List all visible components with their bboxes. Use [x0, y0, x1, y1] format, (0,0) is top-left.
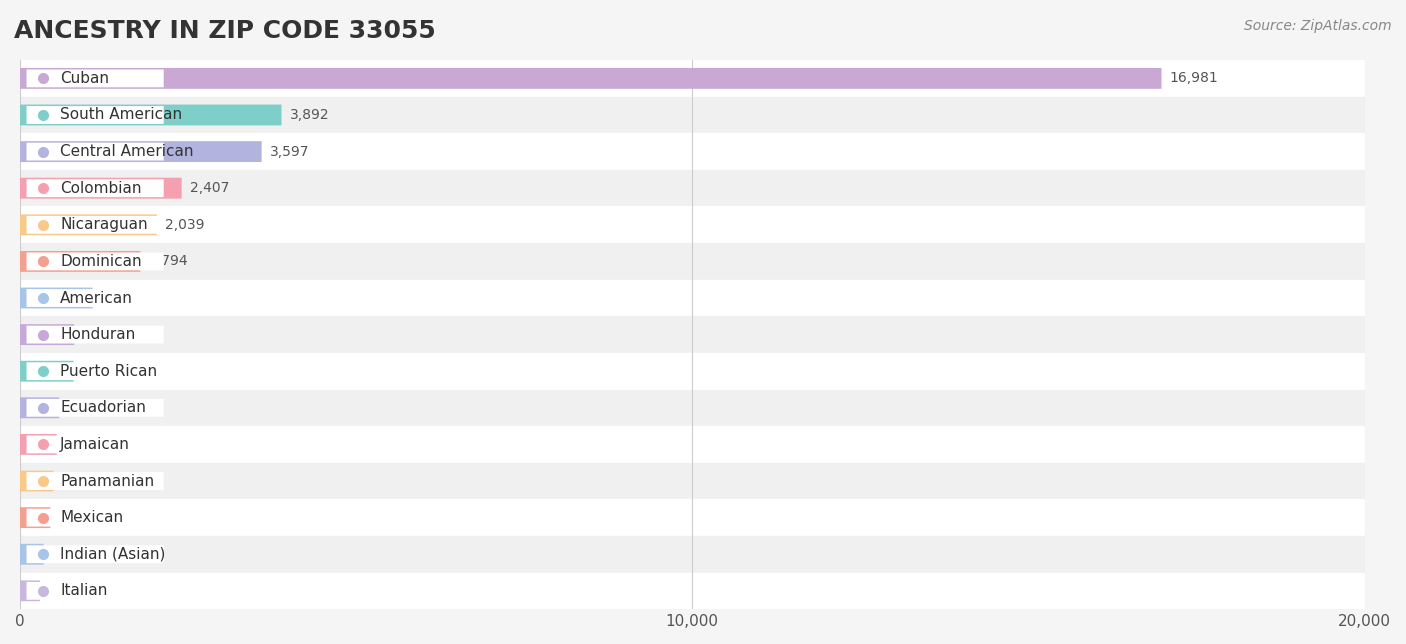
Text: 300: 300 — [48, 584, 75, 598]
FancyBboxPatch shape — [27, 472, 163, 490]
FancyBboxPatch shape — [20, 471, 53, 491]
Text: Cuban: Cuban — [60, 71, 110, 86]
FancyBboxPatch shape — [27, 545, 163, 563]
FancyBboxPatch shape — [27, 509, 163, 527]
FancyBboxPatch shape — [27, 70, 163, 88]
FancyBboxPatch shape — [27, 216, 163, 234]
FancyBboxPatch shape — [20, 214, 157, 235]
Text: Panamanian: Panamanian — [60, 473, 155, 489]
FancyBboxPatch shape — [27, 106, 163, 124]
FancyBboxPatch shape — [20, 397, 59, 418]
FancyBboxPatch shape — [27, 143, 163, 160]
FancyBboxPatch shape — [20, 507, 51, 528]
FancyBboxPatch shape — [27, 179, 163, 197]
Text: 588: 588 — [67, 401, 94, 415]
FancyBboxPatch shape — [27, 289, 163, 307]
Text: Ecuadorian: Ecuadorian — [60, 401, 146, 415]
Text: 2,407: 2,407 — [190, 181, 229, 195]
Text: South American: South American — [60, 108, 183, 122]
Text: 455: 455 — [59, 511, 84, 525]
FancyBboxPatch shape — [20, 580, 39, 601]
Bar — [20, 390, 1364, 426]
Text: Italian: Italian — [60, 583, 107, 598]
Text: Honduran: Honduran — [60, 327, 135, 342]
Bar — [20, 133, 1364, 170]
Bar — [20, 573, 1364, 609]
Text: Dominican: Dominican — [60, 254, 142, 269]
Text: 1,082: 1,082 — [101, 291, 141, 305]
Bar — [20, 316, 1364, 353]
FancyBboxPatch shape — [20, 288, 93, 308]
Bar — [20, 353, 1364, 390]
Text: Colombian: Colombian — [60, 181, 142, 196]
Text: Source: ZipAtlas.com: Source: ZipAtlas.com — [1244, 19, 1392, 33]
FancyBboxPatch shape — [27, 582, 163, 600]
Text: 501: 501 — [62, 474, 89, 488]
Text: Central American: Central American — [60, 144, 194, 159]
Text: Puerto Rican: Puerto Rican — [60, 364, 157, 379]
Text: 800: 800 — [82, 365, 108, 378]
FancyBboxPatch shape — [27, 435, 163, 453]
Text: American: American — [60, 290, 134, 305]
Bar — [20, 499, 1364, 536]
FancyBboxPatch shape — [20, 361, 73, 382]
Bar — [20, 279, 1364, 316]
Bar — [20, 60, 1364, 97]
FancyBboxPatch shape — [27, 363, 163, 380]
Text: 3,597: 3,597 — [270, 145, 309, 158]
FancyBboxPatch shape — [27, 326, 163, 343]
Text: 3,892: 3,892 — [290, 108, 329, 122]
Text: Indian (Asian): Indian (Asian) — [60, 547, 166, 562]
Text: Jamaican: Jamaican — [60, 437, 129, 452]
Text: 809: 809 — [83, 328, 108, 341]
Bar — [20, 243, 1364, 279]
FancyBboxPatch shape — [27, 399, 163, 417]
Text: 1,794: 1,794 — [149, 254, 188, 269]
FancyBboxPatch shape — [20, 141, 262, 162]
Bar — [20, 536, 1364, 573]
FancyBboxPatch shape — [20, 178, 181, 198]
FancyBboxPatch shape — [27, 252, 163, 270]
FancyBboxPatch shape — [20, 544, 44, 565]
Text: 357: 357 — [52, 547, 79, 561]
Bar — [20, 463, 1364, 499]
FancyBboxPatch shape — [20, 434, 56, 455]
Text: Mexican: Mexican — [60, 510, 124, 525]
Bar — [20, 97, 1364, 133]
FancyBboxPatch shape — [20, 68, 1161, 89]
Text: 548: 548 — [65, 437, 91, 451]
FancyBboxPatch shape — [20, 251, 141, 272]
Bar — [20, 426, 1364, 463]
Bar — [20, 170, 1364, 207]
Bar — [20, 207, 1364, 243]
Text: Nicaraguan: Nicaraguan — [60, 217, 148, 232]
Text: 2,039: 2,039 — [165, 218, 204, 232]
FancyBboxPatch shape — [20, 104, 281, 126]
Text: 16,981: 16,981 — [1170, 71, 1219, 86]
Text: ANCESTRY IN ZIP CODE 33055: ANCESTRY IN ZIP CODE 33055 — [14, 19, 436, 43]
FancyBboxPatch shape — [20, 324, 75, 345]
